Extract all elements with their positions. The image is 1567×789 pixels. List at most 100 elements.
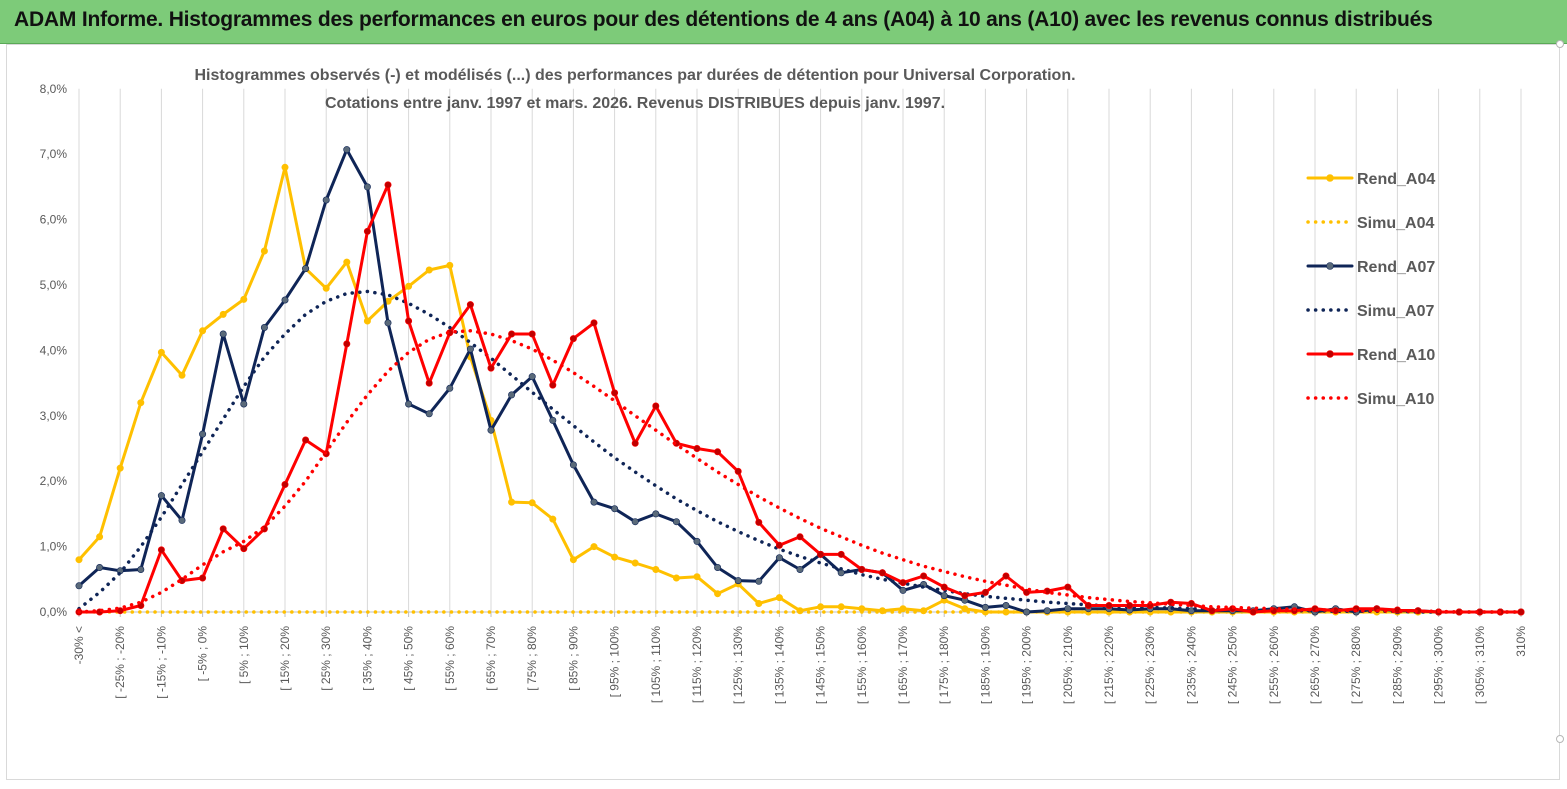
x-tick-label: [ 135% ; 140% <box>772 626 786 704</box>
data-point <box>1208 607 1216 615</box>
data-point <box>157 348 165 356</box>
data-point <box>466 345 474 353</box>
data-point <box>508 391 516 399</box>
legend-marker <box>1326 174 1334 182</box>
legend: Rend_A04 Simu_A04 Rend_A07 Simu_A07 Rend_A10… <box>1306 171 1435 408</box>
data-point <box>1187 607 1195 615</box>
x-tick-label: [ 165% ; 170% <box>896 626 910 704</box>
series-line-rend-a10 <box>77 183 1523 614</box>
x-tick-label: [ 295% ; 300% <box>1432 626 1446 704</box>
x-tick-label: [ 265% ; 270% <box>1308 626 1322 704</box>
series-line-simu-a07 <box>77 289 1523 614</box>
x-tick-label: [ 225% ; 230% <box>1143 626 1157 704</box>
data-point <box>116 607 124 615</box>
data-point <box>1064 583 1072 591</box>
x-tick-label: [ 205% ; 210% <box>1061 626 1075 704</box>
data-point <box>281 296 289 304</box>
data-point <box>672 574 680 582</box>
data-point <box>693 573 701 581</box>
y-tick-label: 1,0% <box>40 540 68 554</box>
data-point <box>693 537 701 545</box>
x-tick-label: [ 305% ; 310% <box>1473 626 1487 704</box>
data-point <box>817 603 825 611</box>
data-point <box>219 310 227 318</box>
x-tick-label: [ 85% ; 90% <box>566 626 580 691</box>
x-tick-label: [ 95% ; 100% <box>608 626 622 698</box>
x-tick-label: [ 5% ; 10% <box>237 626 251 684</box>
data-point <box>528 499 536 507</box>
data-point <box>796 565 804 573</box>
data-point <box>343 340 351 348</box>
resize-handle-top-right[interactable] <box>1556 40 1564 48</box>
data-point <box>1002 601 1010 609</box>
data-point <box>199 574 207 582</box>
data-point <box>569 556 577 564</box>
data-point <box>1084 601 1092 609</box>
data-point <box>343 258 351 266</box>
data-point <box>302 436 310 444</box>
data-point <box>693 444 701 452</box>
series-line-simu-a10 <box>77 329 1523 614</box>
data-point <box>652 565 660 573</box>
data-point <box>631 439 639 447</box>
x-tick-label: [ 195% ; 200% <box>1020 626 1034 704</box>
data-point <box>652 510 660 518</box>
data-point <box>363 183 371 191</box>
resize-handle-bottom-right[interactable] <box>1556 735 1564 743</box>
x-tick-label: [ 15% ; 20% <box>278 626 292 691</box>
data-point <box>466 301 474 309</box>
data-point <box>281 480 289 488</box>
data-point <box>219 330 227 338</box>
x-tick-label: [ 275% ; 280% <box>1349 626 1363 704</box>
data-point <box>508 498 516 506</box>
data-point <box>714 590 722 598</box>
data-point <box>631 559 639 567</box>
data-point <box>137 565 145 573</box>
data-point <box>672 518 680 526</box>
data-point <box>961 605 969 613</box>
data-point <box>260 323 268 331</box>
data-point <box>734 467 742 475</box>
data-point <box>899 586 907 594</box>
chart-title-line-2: Cotations entre janv. 1997 et mars. 2026… <box>325 95 945 112</box>
x-tick-label: -30% < <box>72 626 86 664</box>
x-tick-label: [ 185% ; 190% <box>978 626 992 704</box>
data-point <box>240 400 248 408</box>
data-point <box>384 181 392 189</box>
legend-label: Rend_A10 <box>1357 347 1435 364</box>
legend-label: Rend_A07 <box>1357 259 1435 276</box>
y-tick-label: 7,0% <box>40 147 68 161</box>
data-point <box>137 399 145 407</box>
data-point <box>961 592 969 600</box>
data-point <box>1064 605 1072 613</box>
data-point <box>755 518 763 526</box>
data-point <box>75 582 83 590</box>
data-point <box>75 556 83 564</box>
x-tick-label: [ 155% ; 160% <box>855 626 869 704</box>
data-point <box>858 565 866 573</box>
data-point <box>487 364 495 372</box>
data-point <box>796 533 804 541</box>
data-point <box>1105 601 1113 609</box>
data-point <box>322 284 330 292</box>
x-tick-label: [ 45% ; 50% <box>402 626 416 691</box>
report-banner: ADAM Informe. Histogrammes des performan… <box>0 0 1567 44</box>
data-point <box>611 389 619 397</box>
data-point <box>981 588 989 596</box>
data-point <box>240 295 248 303</box>
series-line-rend-a04 <box>77 165 1523 614</box>
data-point <box>549 515 557 523</box>
data-point <box>1249 608 1257 616</box>
data-point <box>940 592 948 600</box>
data-point <box>652 402 660 410</box>
x-tick-label: [ -15% ; -10% <box>154 626 168 699</box>
data-point <box>714 448 722 456</box>
data-point <box>240 545 248 553</box>
data-point <box>405 400 413 408</box>
vertical-gridlines <box>78 88 1522 612</box>
data-point <box>899 579 907 587</box>
data-point <box>775 554 783 562</box>
data-point <box>96 563 104 571</box>
x-tick-label: [ 235% ; 240% <box>1184 626 1198 704</box>
